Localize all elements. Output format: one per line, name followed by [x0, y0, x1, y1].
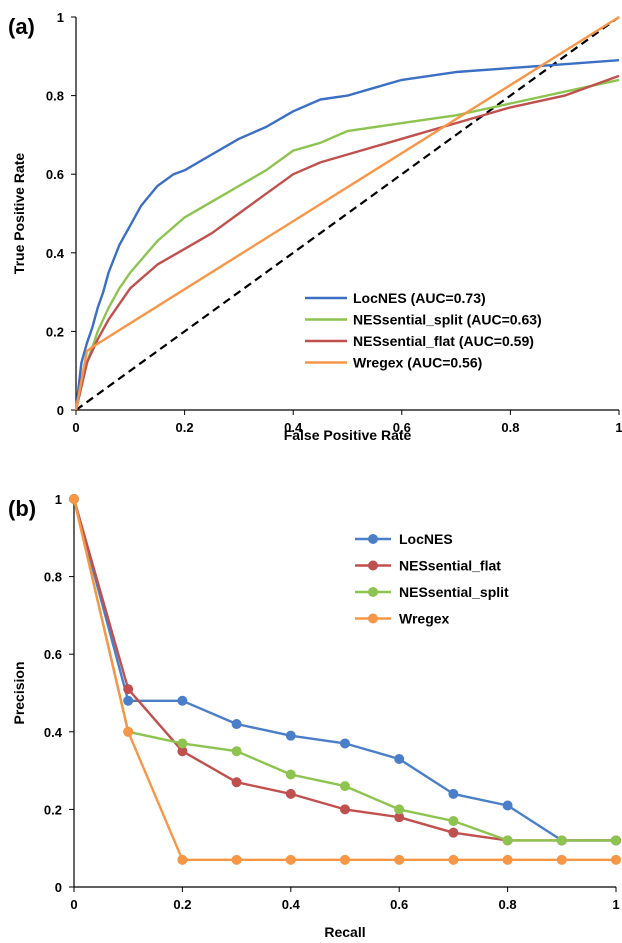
data-point-nessential-split — [394, 804, 405, 815]
y-axis-title: Precision — [11, 661, 27, 724]
y-tick-label: 0.8 — [44, 570, 62, 585]
x-tick-label: 0 — [72, 420, 79, 435]
data-point-nessential-split — [502, 835, 513, 846]
legend-label: NESsential_flat (AUC=0.59) — [353, 333, 534, 349]
y-tick-label: 1 — [57, 10, 64, 25]
y-tick-label: 0 — [57, 403, 64, 418]
y-tick-label: 1 — [55, 492, 62, 507]
data-point-nessential-split — [556, 835, 567, 846]
data-point-nessential-split — [285, 769, 296, 780]
data-point-wregex — [502, 854, 513, 865]
data-point-nessential-flat — [394, 812, 405, 823]
series-line-nessential-split-auc-0-63 — [74, 78, 620, 411]
data-point-nessential-split — [611, 835, 621, 846]
x-tick-label: 0.4 — [282, 897, 301, 912]
y-tick-label: 0.8 — [46, 89, 64, 104]
legend-marker — [368, 534, 378, 544]
x-tick-label: 0 — [70, 897, 77, 912]
series-line-wregex-auc-0-56 — [74, 15, 620, 411]
panel-label: (a) — [8, 14, 35, 39]
data-point-locnes — [177, 695, 188, 706]
legend-label: NESsential_split (AUC=0.63) — [353, 312, 542, 328]
series-line-locnes-auc-0-73 — [74, 59, 620, 411]
legend-label: LocNES — [399, 531, 453, 547]
data-point-locnes — [502, 800, 513, 811]
data-point-nessential-flat — [123, 684, 134, 695]
x-tick-label: 0.6 — [390, 897, 408, 912]
x-axis-title: Recall — [324, 924, 365, 940]
random-classifier-diagonal — [75, 16, 620, 411]
y-tick-label: 0.4 — [44, 725, 63, 740]
chart-panel-a: (a) 0 0.2 0.4 0.6 0.8 1 0 0.2 0.4 0.6 0.8 1 False Pos… — [8, 10, 622, 443]
y-tick-label: 0.2 — [44, 802, 62, 817]
data-point-locnes — [340, 738, 350, 749]
data-point-nessential-split — [448, 816, 459, 827]
panel-label: (b) — [8, 496, 36, 521]
data-point-wregex — [177, 854, 188, 865]
series-line-nessential-flat-auc-0-59 — [74, 74, 620, 411]
legend-label: NESsential_flat — [399, 558, 501, 574]
data-point-wregex — [123, 726, 134, 737]
data-point-nessential-flat — [340, 804, 350, 815]
x-tick-label: 1 — [612, 897, 619, 912]
data-point-wregex — [69, 494, 79, 504]
legend-label: LocNES (AUC=0.73) — [353, 290, 486, 306]
data-point-wregex — [611, 854, 621, 865]
data-point-nessential-flat — [177, 746, 188, 757]
data-point-nessential-split — [231, 746, 242, 757]
data-point-locnes — [123, 695, 134, 706]
y-tick-label: 0.4 — [46, 246, 65, 261]
legend-label: Wregex (AUC=0.56) — [353, 355, 482, 371]
data-point-nessential-flat — [448, 827, 459, 838]
data-point-nessential-flat — [285, 788, 296, 799]
y-tick-label: 0.6 — [46, 167, 64, 182]
data-point-nessential-split — [177, 738, 188, 749]
data-point-wregex — [448, 854, 459, 865]
legend-label: Wregex — [399, 611, 450, 627]
data-point-nessential-flat — [231, 777, 242, 788]
legend: LocNES (AUC=0.73) NESsential_split (AUC=0… — [305, 290, 542, 371]
x-tick-label: 1 — [615, 420, 622, 435]
data-point-wregex — [394, 854, 405, 865]
data-point-wregex — [556, 854, 567, 865]
x-tick-label: 0.8 — [499, 897, 517, 912]
x-tick-label: 0.6 — [393, 420, 411, 435]
legend-label: NESsential_split — [399, 584, 509, 600]
x-tick-label: 0.2 — [176, 420, 194, 435]
data-point-nessential-split — [340, 781, 350, 792]
chart-panel-b: (b) 0 0.2 0.4 0.6 0.8 1 0 0.2 0.4 0.6 0.8 1 Recall Pre… — [8, 492, 621, 940]
data-point-wregex — [340, 854, 350, 865]
y-tick-label: 0.6 — [44, 647, 62, 662]
legend-marker — [368, 560, 378, 571]
y-tick-label: 0.2 — [46, 324, 64, 339]
y-tick-label: 0 — [55, 880, 62, 895]
legend-marker — [368, 587, 378, 597]
data-point-locnes — [231, 719, 242, 730]
x-tick-label: 0.4 — [284, 420, 303, 435]
y-axis-title: True Positive Rate — [11, 153, 27, 275]
x-tick-label: 0.2 — [173, 897, 191, 912]
x-axis-title: False Positive Rate — [284, 427, 412, 443]
legend: LocNES NESsential_flat NESsential_split Wre… — [355, 531, 509, 627]
legend-marker — [368, 613, 378, 624]
data-point-wregex — [231, 854, 242, 865]
x-tick-label: 0.8 — [501, 420, 519, 435]
data-point-locnes — [285, 730, 296, 741]
data-point-locnes — [394, 753, 405, 764]
data-point-locnes — [448, 788, 459, 799]
data-point-wregex — [285, 854, 296, 865]
